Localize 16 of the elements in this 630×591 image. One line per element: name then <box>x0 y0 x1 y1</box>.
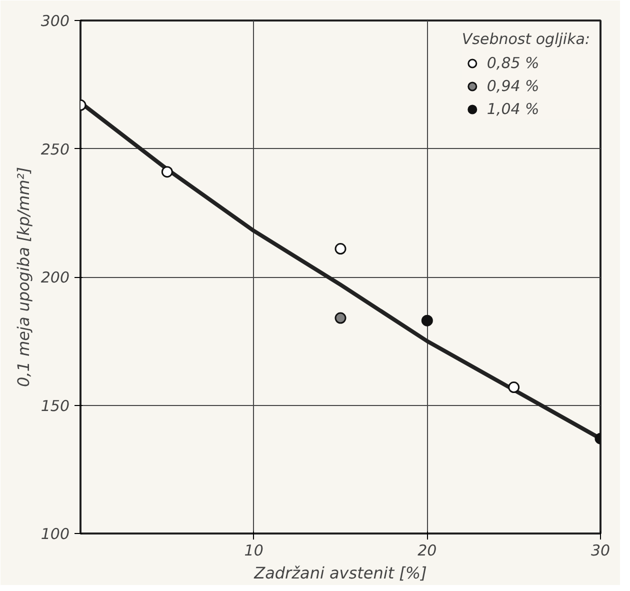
point <box>334 243 346 255</box>
y-tick-label: 100 <box>40 525 70 543</box>
legend-label: 0,94 % <box>486 77 540 95</box>
y-tick-label: 150 <box>40 396 70 415</box>
y-tick-label: 200 <box>40 268 70 286</box>
x-axis-title: Zadržani avstenit [%] <box>253 564 427 582</box>
legend-label: 1,04 % <box>486 100 540 118</box>
x-tick-label: 10 <box>244 542 264 560</box>
legend-title: Vsebnost ogljika: <box>462 30 590 48</box>
y-tick-label: 250 <box>40 140 70 158</box>
x-tick-label: 20 <box>418 542 437 560</box>
x-tick-label: 30 <box>590 542 610 560</box>
point <box>334 312 346 324</box>
y-tick-label: 300 <box>40 12 70 30</box>
legend-label: 0,85 % <box>486 54 540 72</box>
y-axis-title: 0,1 meja upogiba [kp/mm²] <box>14 167 33 387</box>
